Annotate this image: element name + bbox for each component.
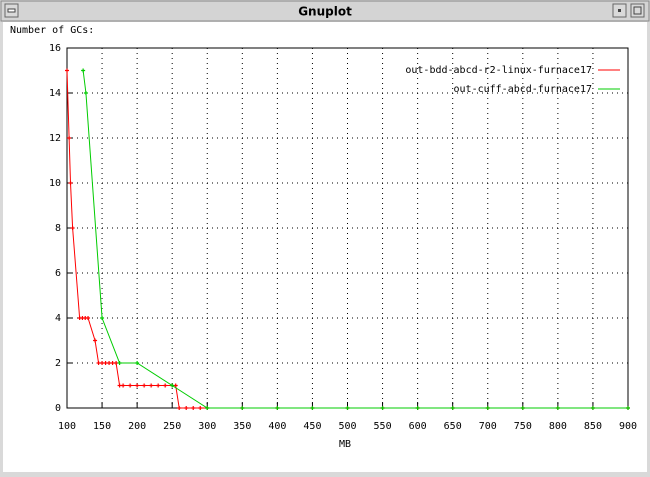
maximize-icon — [633, 6, 642, 15]
data-point — [156, 383, 161, 388]
x-tick-label: 750 — [514, 421, 532, 432]
x-tick-label: 650 — [444, 421, 462, 432]
y-tick-label: 14 — [49, 88, 61, 99]
data-point — [128, 383, 133, 388]
x-tick-label: 700 — [479, 421, 497, 432]
maximize-button[interactable] — [630, 3, 645, 18]
data-point — [275, 406, 280, 410]
x-tick-label: 200 — [128, 421, 146, 432]
data-point — [142, 383, 147, 388]
data-point — [83, 91, 88, 95]
data-point — [70, 226, 75, 230]
data-point — [96, 361, 101, 365]
data-point — [173, 383, 178, 388]
data-point — [149, 383, 154, 388]
menu-icon — [7, 8, 16, 13]
data-point — [117, 361, 122, 365]
x-axis-label: MB — [339, 439, 351, 450]
x-tick-label: 250 — [163, 421, 181, 432]
data-point — [121, 383, 126, 388]
data-point — [310, 406, 315, 410]
data-point — [590, 406, 595, 410]
data-point — [67, 136, 72, 140]
data-point — [68, 181, 73, 185]
data-point — [110, 361, 115, 365]
y-tick-label: 0 — [55, 403, 61, 414]
data-point — [191, 406, 196, 410]
data-point — [65, 68, 69, 73]
y-axis-label: Number of GCs: — [10, 25, 94, 36]
x-tick-label: 450 — [303, 421, 321, 432]
x-tick-label: 350 — [233, 421, 251, 432]
data-point — [135, 383, 140, 388]
data-point — [163, 383, 168, 388]
minimize-icon — [618, 9, 621, 12]
title-bar — [0, 0, 650, 22]
legend-label: out-bdd-abcd-r2-linux-furnace17 — [405, 65, 592, 76]
data-point — [177, 406, 182, 410]
y-tick-label: 6 — [55, 268, 61, 279]
x-tick-label: 850 — [584, 421, 602, 432]
data-point — [86, 316, 91, 320]
x-tick-label: 300 — [198, 421, 216, 432]
data-point — [135, 361, 140, 365]
y-tick-label: 16 — [49, 43, 61, 54]
y-tick-label: 12 — [49, 133, 61, 144]
x-tick-label: 150 — [93, 421, 111, 432]
data-point — [450, 406, 455, 410]
data-point — [415, 406, 420, 410]
data-point — [485, 406, 490, 410]
data-point — [100, 361, 105, 365]
data-point — [117, 383, 122, 388]
data-point — [240, 406, 245, 410]
x-tick-label: 100 — [58, 421, 76, 432]
data-point — [114, 361, 119, 365]
data-point — [93, 338, 98, 343]
data-point — [170, 383, 175, 388]
y-tick-label: 10 — [49, 178, 61, 189]
x-tick-label: 900 — [619, 421, 637, 432]
legend-label: out-cuff-abcd-furnace17 — [454, 84, 592, 95]
x-tick-label: 500 — [338, 421, 356, 432]
data-point — [107, 361, 112, 365]
data-point — [345, 406, 350, 410]
data-point — [205, 406, 210, 410]
x-tick-label: 600 — [409, 421, 427, 432]
data-point — [184, 406, 189, 410]
data-point — [626, 406, 630, 410]
x-tick-label: 800 — [549, 421, 567, 432]
data-point — [100, 316, 105, 320]
data-point — [555, 406, 560, 410]
data-point — [81, 68, 86, 73]
y-tick-label: 2 — [55, 358, 61, 369]
data-point — [380, 406, 385, 410]
data-point — [103, 361, 108, 365]
y-tick-label: 4 — [55, 313, 61, 324]
x-tick-label: 550 — [374, 421, 392, 432]
data-point — [198, 406, 203, 410]
x-tick-label: 400 — [268, 421, 286, 432]
y-tick-label: 8 — [55, 223, 61, 234]
plot-canvas — [3, 22, 647, 472]
window-title: Gnuplot — [298, 5, 352, 19]
data-point — [520, 406, 525, 410]
